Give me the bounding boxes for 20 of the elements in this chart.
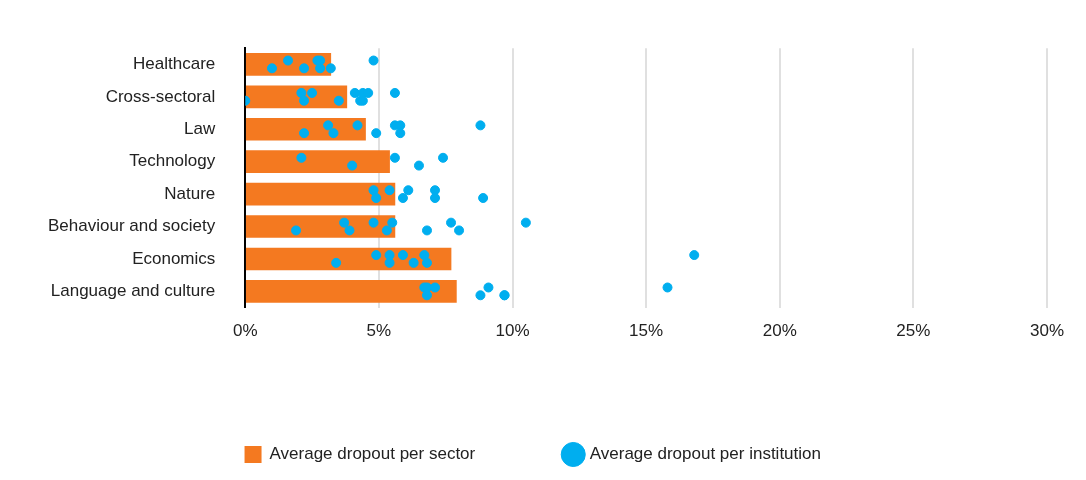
x-tick-label: 15% <box>629 321 664 341</box>
y-tick-label: Nature <box>164 183 216 203</box>
x-tick-label: 20% <box>762 321 797 341</box>
legend-label: Average dropout per sector <box>269 444 476 464</box>
x-tick-label: 5% <box>366 321 392 341</box>
y-tick-label: Law <box>184 118 216 138</box>
x-tick-label: 30% <box>1029 321 1064 341</box>
bar <box>245 280 457 303</box>
bar <box>245 182 396 206</box>
bar <box>245 150 390 174</box>
y-tick-label: Language and culture <box>50 281 216 301</box>
x-tick-label: 10% <box>495 321 530 341</box>
y-tick-label: Healthcare <box>133 54 216 74</box>
legend-label: Average dropout per institution <box>589 444 821 464</box>
y-tick-label: Economics <box>132 248 216 268</box>
x-tick-label: 25% <box>896 321 931 341</box>
y-tick-label: Cross-sectoral <box>105 86 216 106</box>
y-tick-label: Technology <box>129 151 216 171</box>
x-tick-label: 0% <box>232 321 258 341</box>
y-tick-label: Behaviour and society <box>47 216 216 236</box>
